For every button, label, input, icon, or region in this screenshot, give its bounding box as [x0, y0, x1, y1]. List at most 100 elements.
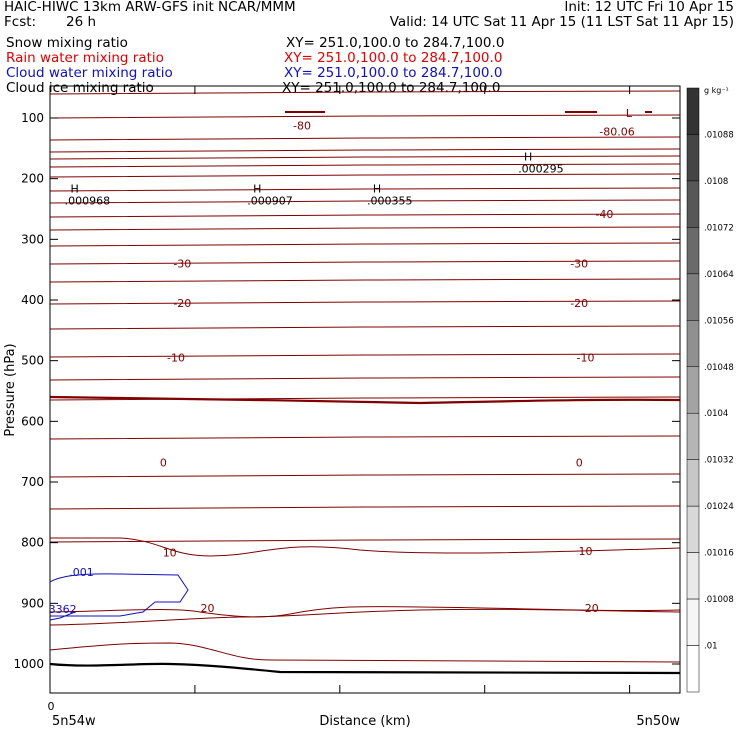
y-tick-label: 900 — [21, 596, 44, 610]
extremum-symbol: H — [70, 183, 78, 196]
colorbar-label: .01016 — [704, 549, 734, 559]
isotherm-line — [49, 213, 681, 218]
extremum-symbol: L — [626, 107, 633, 120]
isotherm-line — [50, 537, 681, 557]
isotherm-line — [49, 376, 681, 381]
contour-label: -80.06 — [599, 125, 634, 138]
field-name-cloud-ice: Cloud ice mixing ratio — [6, 80, 154, 96]
colorbar-swatch — [686, 598, 700, 646]
contour-label: 0 — [160, 457, 167, 470]
isotherm-line — [49, 187, 681, 192]
model-title: HAIC-HIWC 13km ARW-GFS init NCAR/MMM — [4, 0, 296, 15]
colorbar-label: .01048 — [704, 363, 734, 373]
contour-label: 10 — [579, 545, 593, 558]
extremum-value: .000968 — [65, 195, 111, 208]
isotherm-line — [49, 226, 681, 231]
contour-label: 0 — [576, 457, 583, 470]
extremum-value: .000355 — [367, 195, 413, 208]
colorbar-swatch — [686, 366, 700, 414]
forecast-hour: 26 h — [66, 14, 97, 30]
contour-label: 20 — [585, 602, 599, 615]
contour-label: -20 — [570, 297, 588, 310]
cloud-water-contour — [49, 573, 189, 621]
plot-frame — [49, 85, 681, 694]
isotherm-line — [49, 114, 681, 119]
contour-label: 10 — [163, 546, 177, 559]
isotherm-line — [49, 642, 681, 663]
forecast-label: Fcst: — [4, 14, 37, 30]
y-tick-label: 500 — [21, 354, 44, 368]
colorbar-label: .01032 — [704, 456, 734, 466]
x-tick-label-zero: 0 — [48, 700, 55, 713]
init-time: Init: 12 UTC Fri 10 Apr 15 — [564, 0, 734, 15]
colorbar-swatch — [686, 552, 700, 600]
colorbar-label: .01008 — [704, 595, 734, 605]
contour-label: 3362 — [49, 603, 77, 616]
colorbar-swatch — [686, 412, 700, 460]
y-tick-label: 100 — [21, 111, 44, 125]
x-axis-label: Distance (km) — [319, 714, 410, 729]
field-name-cloud-water: Cloud water mixing ratio — [6, 65, 173, 81]
colorbar-swatch — [686, 645, 700, 693]
y-tick-label: 600 — [21, 414, 44, 428]
surface-line — [49, 662, 681, 675]
colorbar-label: .0104 — [704, 409, 728, 419]
field-xy-snow: XY= 251.0,100.0 to 284.7,100.0 — [286, 35, 505, 51]
y-tick-label: 300 — [21, 232, 44, 246]
isotherm-line — [49, 242, 681, 247]
y-tick-label: 200 — [21, 172, 44, 186]
temperature-contours — [49, 90, 681, 675]
contour-label: 20 — [201, 602, 215, 615]
field-name-rain: Rain water mixing ratio — [6, 50, 164, 66]
y-tick-label: 400 — [21, 293, 44, 307]
colorbar-label: .01088 — [704, 130, 734, 140]
cloud-water-line — [49, 611, 76, 621]
colorbar-swatch — [686, 180, 700, 228]
field-xy-cloud-water: XY= 251.0,100.0 to 284.7,100.0 — [284, 65, 503, 81]
isotherm-line — [49, 325, 681, 330]
colorbar-label: .01064 — [704, 270, 734, 280]
x-axis — [194, 86, 631, 693]
extremum-symbol: H — [524, 151, 532, 164]
colorbar-swatch — [686, 320, 700, 368]
cloud-water-line — [49, 573, 189, 617]
isotherm-line — [49, 136, 681, 141]
extremum-symbol: H — [373, 183, 381, 196]
colorbar-swatch — [686, 459, 700, 507]
contour-label: -40 — [595, 208, 613, 221]
isotherm-line — [49, 90, 681, 95]
isotherm-line — [49, 173, 681, 178]
isotherm-line — [49, 163, 681, 168]
isotherm-line — [49, 199, 681, 204]
colorbar-label: .01072 — [704, 223, 734, 233]
contour-label: -10 — [167, 352, 185, 365]
isotherm-line — [49, 473, 681, 478]
contour-label: -20 — [173, 297, 191, 310]
isotherm-line — [49, 353, 681, 358]
x-right-location: 5n50w — [636, 714, 680, 729]
colorbar-swatch — [686, 505, 700, 553]
colorbar-unit: g kg⁻¹ — [704, 86, 729, 95]
colorbar-label: .01024 — [704, 502, 734, 512]
colorbar-label: .0108 — [704, 177, 728, 187]
colorbar-swatch — [686, 134, 700, 182]
isotherm-line — [49, 278, 681, 283]
colorbar-label: .01 — [704, 642, 718, 652]
extremum-value: .000907 — [247, 195, 292, 208]
contour-label: .001 — [69, 566, 94, 579]
isotherm-line — [49, 505, 681, 510]
contour-labels: -80 -80.06 -40 -30 -30 -20 -20 -10 -10 0 0 10 10 20 20… — [49, 119, 635, 616]
colorbar: .01088 .0108 .01072 .01064 .01056 .01048 .0104… — [686, 87, 734, 693]
contour-label: -30 — [570, 258, 588, 271]
y-tick-label: 800 — [21, 536, 44, 550]
colorbar-swatch — [686, 227, 700, 275]
isotherm-line — [49, 435, 681, 440]
contour-label: -10 — [577, 352, 595, 365]
isotherm-line — [49, 155, 681, 160]
colorbar-swatch — [686, 87, 700, 135]
isotherm-line — [49, 148, 681, 153]
colorbar-swatch — [686, 273, 700, 321]
